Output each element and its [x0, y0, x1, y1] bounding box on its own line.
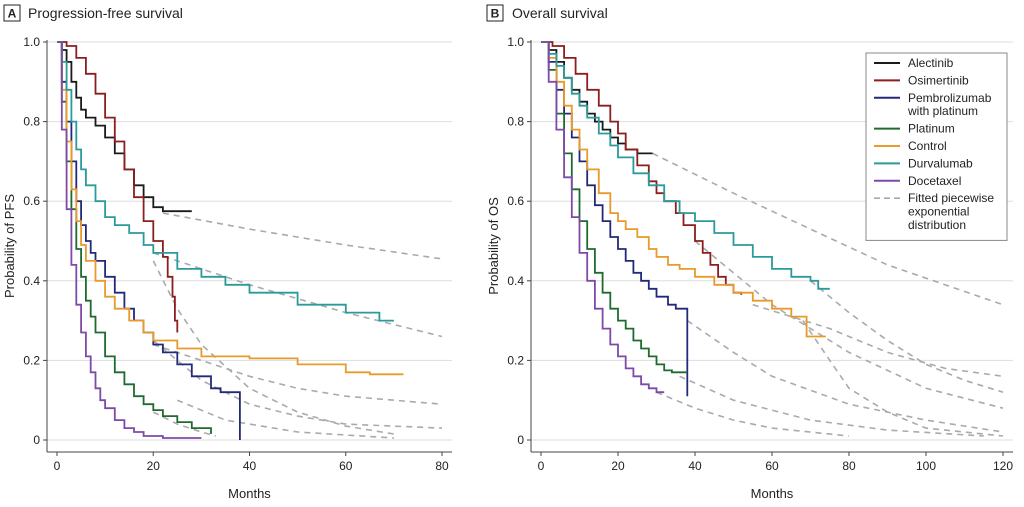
fitted-curve — [656, 391, 850, 437]
fitted-curve — [152, 411, 217, 437]
legend-item-osimertinib: Osimertinib — [874, 73, 969, 87]
x-tick-label: 40 — [243, 459, 257, 473]
fitted-curve — [809, 280, 1004, 393]
x-tick-label: 0 — [538, 459, 545, 473]
panel-title: Progression-free survival — [28, 5, 183, 21]
x-tick-label: 80 — [435, 459, 449, 473]
km-curve-osimertinib — [541, 41, 743, 295]
x-tick-label: 80 — [842, 459, 856, 473]
km-curve-docetaxel — [57, 41, 202, 439]
x-axis-title: Months — [228, 486, 271, 501]
km-curve-control — [57, 41, 404, 376]
fitted-curve — [153, 343, 443, 405]
y-axis-title: Probability of OS — [486, 197, 501, 295]
fitted-curve — [152, 260, 395, 435]
x-axis-title: Months — [751, 486, 794, 501]
x-tick-label: 120 — [993, 459, 1013, 473]
legend-label: Fitted piecewise — [908, 191, 994, 205]
legend-item-control: Control — [874, 139, 947, 153]
fitted-curve — [679, 375, 984, 437]
legend-label: exponential — [908, 205, 969, 219]
fitted-curve — [752, 303, 1004, 378]
x-tick-label: 40 — [688, 459, 702, 473]
km-curve-docetaxel — [541, 41, 665, 394]
panel-letter: A — [8, 7, 17, 21]
panel-a: A Progression-free survival 0 0.2 0.4 0.6 0.8 1… — [2, 4, 452, 501]
legend-label: with platinum — [907, 104, 978, 118]
y-tick-label: 1.0 — [507, 35, 524, 49]
legend-label: Docetaxel — [908, 174, 961, 188]
x-tick-label: 0 — [54, 459, 61, 473]
km-curve-osimertinib — [57, 41, 179, 333]
fitted-curve — [694, 240, 1004, 409]
x-tick-label: 60 — [339, 459, 353, 473]
km-curve-durvalumab — [57, 41, 394, 322]
legend-item-alectinib: Alectinib — [874, 56, 954, 70]
legend-label: Platinum — [908, 122, 955, 136]
y-tick-label: 0.6 — [507, 194, 524, 208]
fitted-curve — [652, 152, 1004, 306]
x-tick-label: 100 — [916, 459, 936, 473]
fitted-curve — [686, 319, 1004, 433]
panel-letter-box — [3, 4, 21, 22]
fitted-curve — [152, 339, 443, 429]
km-curve-platinum — [57, 41, 212, 434]
y-tick-label: 0 — [517, 433, 524, 447]
panel-title: Overall survival — [512, 5, 608, 21]
x-tick-label: 60 — [765, 459, 779, 473]
panel-letter-box — [486, 4, 504, 22]
km-curve-alectinib — [57, 41, 192, 213]
km-curve-pembrolizumab-with-platinum — [541, 41, 689, 397]
y-tick-label: 0.4 — [507, 274, 524, 288]
km-curve-platinum — [541, 41, 688, 374]
km-curve-pembrolizumab-with-platinum — [57, 41, 241, 440]
y-tick-label: 0.2 — [23, 353, 40, 367]
fitted-curve — [802, 320, 1004, 437]
y-tick-label: 0.8 — [23, 115, 40, 129]
y-tick-label: 0 — [33, 433, 40, 447]
km-curve-control — [541, 41, 826, 338]
y-tick-label: 0.4 — [23, 274, 40, 288]
legend-label: Pembrolizumab — [908, 91, 992, 105]
legend-label: distribution — [908, 218, 966, 232]
y-tick-label: 0.6 — [23, 194, 40, 208]
legend-item-platinum: Platinum — [874, 122, 955, 136]
legend-label: Alectinib — [908, 56, 954, 70]
x-tick-label: 20 — [147, 459, 161, 473]
x-tick-label: 20 — [611, 459, 625, 473]
km-curve-durvalumab — [541, 41, 830, 290]
y-axis-title: Probability of PFS — [2, 194, 17, 298]
y-tick-label: 1.0 — [23, 35, 40, 49]
legend-item-durvalumab: Durvalumab — [874, 156, 973, 170]
panel-letter: B — [491, 7, 500, 21]
legend-label: Durvalumab — [908, 156, 973, 170]
fitted-curve — [176, 399, 394, 439]
km-curve-alectinib — [541, 41, 653, 155]
legend-label: Control — [908, 139, 947, 153]
panel-b: B Overall survival 0 0.2 0.4 0.6 0.8 1.0 0 20 40 60… — [486, 4, 1013, 501]
legend-item-docetaxel: Docetaxel — [874, 174, 961, 188]
fitted-curve — [162, 212, 443, 260]
legend-label: Osimertinib — [908, 73, 969, 87]
y-tick-label: 0.8 — [507, 115, 524, 129]
y-tick-label: 0.2 — [507, 353, 524, 367]
